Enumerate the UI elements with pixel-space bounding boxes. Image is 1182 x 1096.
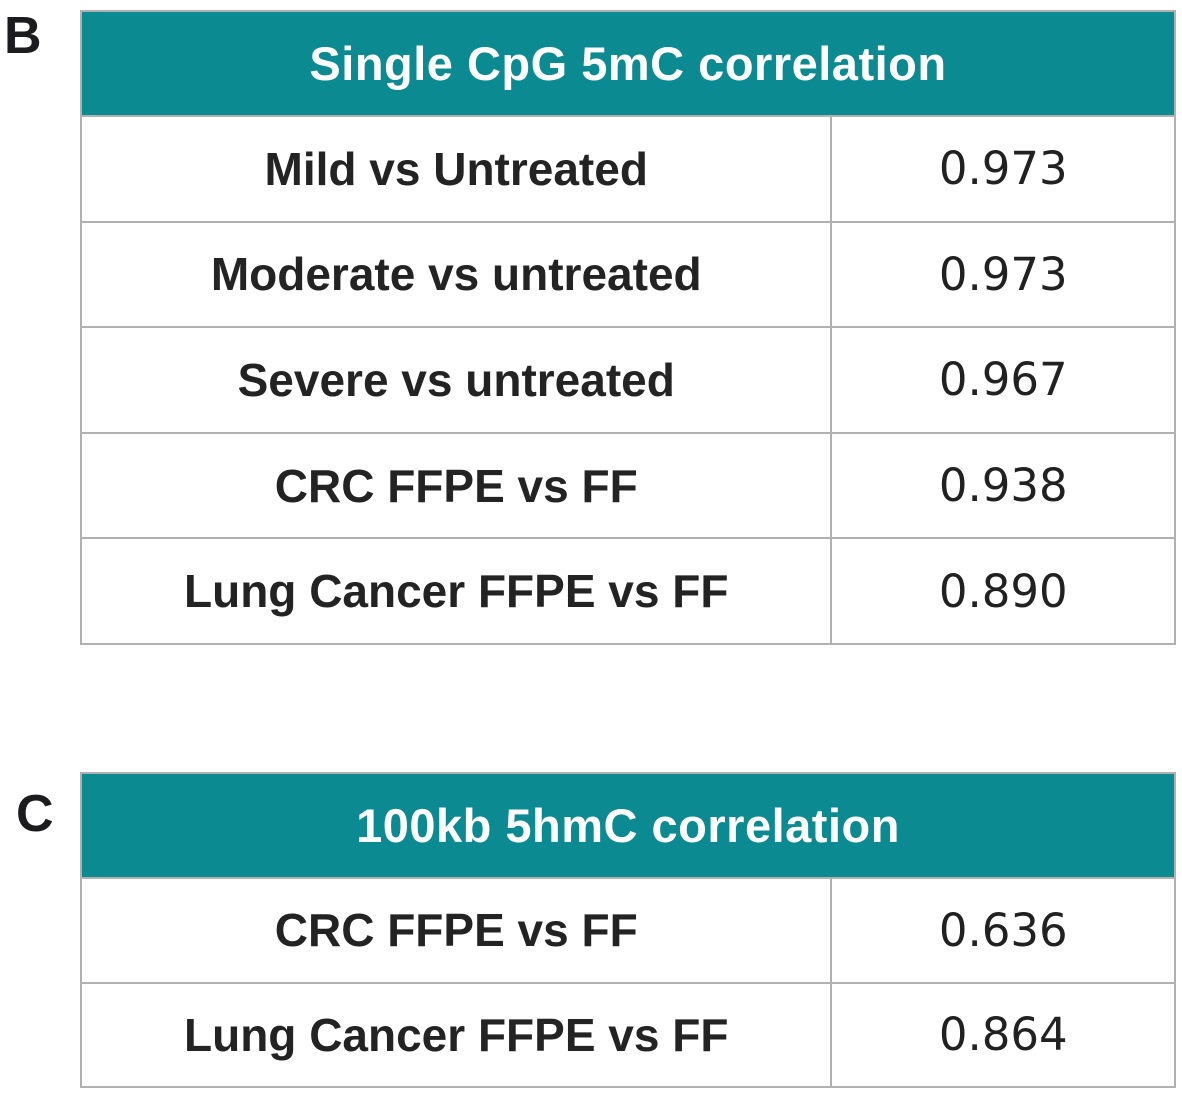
table-row: Severe vs untreated 0.967 — [79, 326, 1176, 434]
panel-label-b: B — [4, 7, 42, 65]
100kb-5hmc-correlation-table: 100kb 5hmC correlation CRC FFPE vs FF 0.… — [79, 772, 1176, 1088]
correlation-value-cell: 0.636 — [830, 877, 1176, 984]
comparison-label-cell: Lung Cancer FFPE vs FF — [79, 537, 833, 645]
correlation-value-cell: 0.938 — [830, 431, 1176, 540]
comparison-label-cell: Mild vs Untreated — [79, 115, 833, 223]
correlation-value-cell: 0.973 — [830, 115, 1176, 223]
table-row: Lung Cancer FFPE vs FF 0.890 — [79, 537, 1176, 645]
table-row: CRC FFPE vs FF 0.938 — [79, 431, 1176, 540]
table-row: Mild vs Untreated 0.973 — [79, 115, 1176, 223]
comparison-label-cell: Lung Cancer FFPE vs FF — [79, 981, 833, 1088]
table-header-row: 100kb 5hmC correlation — [80, 772, 1176, 879]
table-row: CRC FFPE vs FF 0.636 — [79, 877, 1176, 984]
comparison-label-cell: CRC FFPE vs FF — [79, 877, 833, 984]
panel-label-c: C — [16, 785, 54, 843]
single-cpg-5mc-correlation-table: Single CpG 5mC correlation Mild vs Untre… — [79, 10, 1176, 645]
comparison-label-cell: Moderate vs untreated — [79, 220, 833, 329]
correlation-value-cell: 0.890 — [830, 537, 1176, 645]
table-row: Moderate vs untreated 0.973 — [79, 220, 1176, 329]
table-header-row: Single CpG 5mC correlation — [80, 10, 1176, 117]
comparison-label-cell: Severe vs untreated — [79, 326, 833, 434]
comparison-label-cell: CRC FFPE vs FF — [79, 431, 833, 540]
table-title: Single CpG 5mC correlation — [80, 10, 1176, 117]
correlation-value-cell: 0.864 — [830, 981, 1176, 1088]
table-row: Lung Cancer FFPE vs FF 0.864 — [79, 981, 1176, 1088]
correlation-value-cell: 0.973 — [830, 220, 1176, 329]
table-title: 100kb 5hmC correlation — [80, 772, 1176, 879]
correlation-value-cell: 0.967 — [830, 326, 1176, 434]
